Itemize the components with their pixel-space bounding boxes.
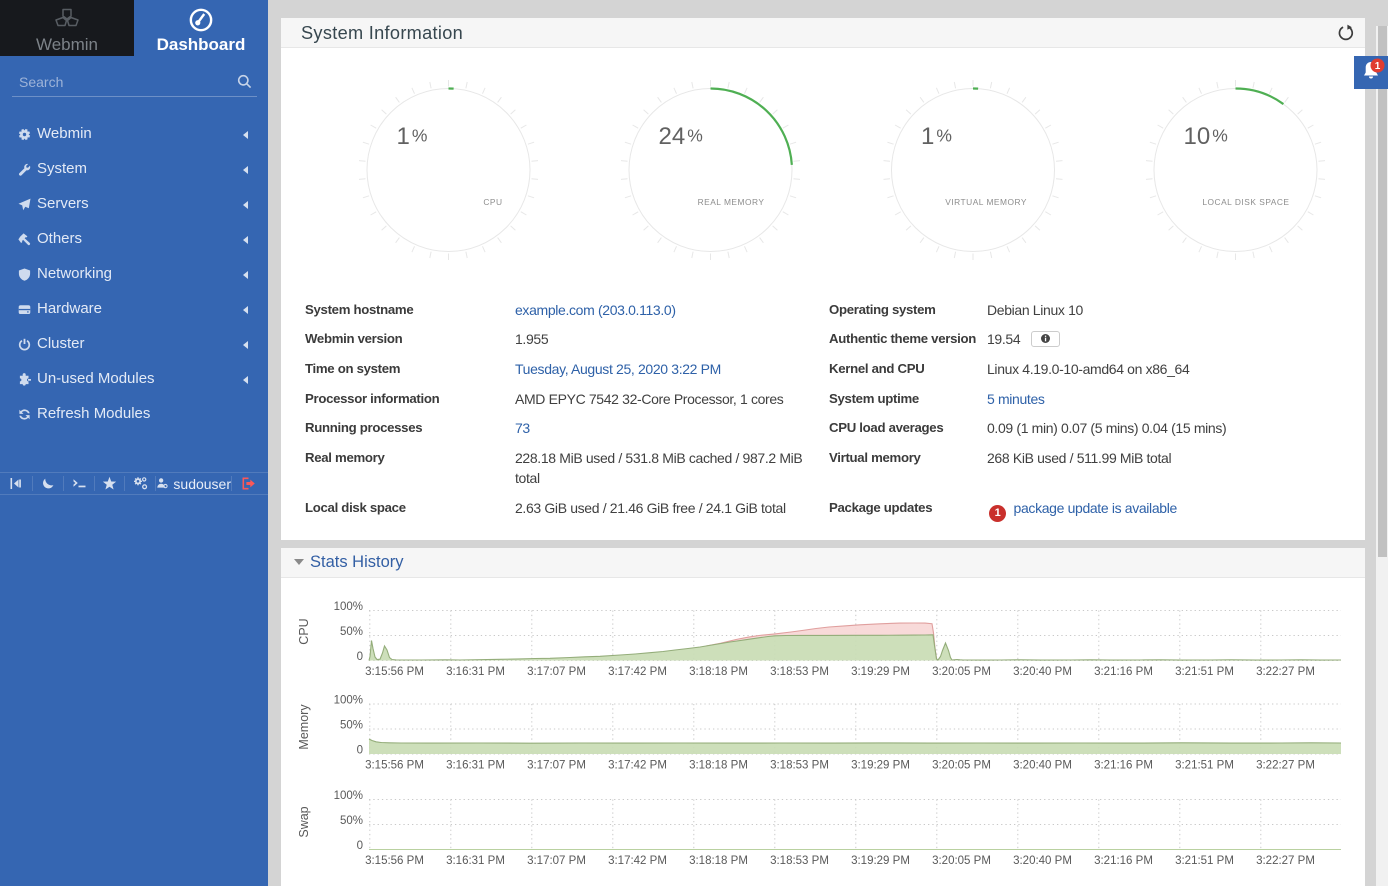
svg-text:0: 0 bbox=[357, 745, 363, 757]
svg-text:3:19:29 PM: 3:19:29 PM bbox=[851, 760, 910, 772]
svg-text:REAL MEMORY: REAL MEMORY bbox=[698, 197, 765, 207]
svg-text:3:21:16 PM: 3:21:16 PM bbox=[1094, 760, 1153, 772]
svg-text:VIRTUAL MEMORY: VIRTUAL MEMORY bbox=[945, 197, 1027, 207]
svg-text:3:21:16 PM: 3:21:16 PM bbox=[1094, 855, 1153, 867]
svg-text:3:22:27 PM: 3:22:27 PM bbox=[1256, 760, 1315, 772]
svg-text:Memory: Memory bbox=[297, 704, 311, 750]
svg-text:3:18:18 PM: 3:18:18 PM bbox=[689, 855, 748, 867]
svg-text:3:20:40 PM: 3:20:40 PM bbox=[1013, 760, 1072, 772]
svg-text:LOCAL DISK SPACE: LOCAL DISK SPACE bbox=[1202, 197, 1289, 207]
svg-text:3:21:51 PM: 3:21:51 PM bbox=[1175, 855, 1234, 867]
svg-text:50%: 50% bbox=[340, 720, 363, 732]
svg-text:Swap: Swap bbox=[297, 806, 311, 837]
svg-text:3:22:27 PM: 3:22:27 PM bbox=[1256, 855, 1315, 867]
svg-text:3:17:42 PM: 3:17:42 PM bbox=[608, 760, 667, 772]
svg-text:1: 1 bbox=[1375, 61, 1381, 72]
svg-text:3:16:31 PM: 3:16:31 PM bbox=[446, 760, 505, 772]
svg-text:3:20:05 PM: 3:20:05 PM bbox=[932, 760, 991, 772]
svg-text:100%: 100% bbox=[334, 601, 363, 613]
svg-text:3:17:07 PM: 3:17:07 PM bbox=[527, 666, 586, 678]
svg-text:3:18:53 PM: 3:18:53 PM bbox=[770, 855, 829, 867]
svg-text:0: 0 bbox=[357, 651, 363, 663]
svg-text:50%: 50% bbox=[340, 815, 363, 827]
svg-text:3:20:40 PM: 3:20:40 PM bbox=[1013, 855, 1072, 867]
svg-text:3:17:07 PM: 3:17:07 PM bbox=[527, 855, 586, 867]
svg-text:3:21:51 PM: 3:21:51 PM bbox=[1175, 760, 1234, 772]
svg-text:3:21:16 PM: 3:21:16 PM bbox=[1094, 666, 1153, 678]
svg-text:3:15:56 PM: 3:15:56 PM bbox=[365, 666, 424, 678]
svg-text:3:16:31 PM: 3:16:31 PM bbox=[446, 666, 505, 678]
svg-text:3:18:18 PM: 3:18:18 PM bbox=[689, 666, 748, 678]
svg-text:3:20:05 PM: 3:20:05 PM bbox=[932, 666, 991, 678]
svg-text:3:15:56 PM: 3:15:56 PM bbox=[365, 760, 424, 772]
svg-text:0: 0 bbox=[357, 840, 363, 852]
svg-text:3:19:29 PM: 3:19:29 PM bbox=[851, 855, 910, 867]
svg-text:3:19:29 PM: 3:19:29 PM bbox=[851, 666, 910, 678]
svg-text:CPU: CPU bbox=[483, 197, 502, 207]
svg-text:3:17:07 PM: 3:17:07 PM bbox=[527, 760, 586, 772]
svg-text:CPU: CPU bbox=[297, 618, 311, 644]
svg-text:3:20:05 PM: 3:20:05 PM bbox=[932, 855, 991, 867]
svg-text:100%: 100% bbox=[334, 695, 363, 707]
svg-text:3:16:31 PM: 3:16:31 PM bbox=[446, 855, 505, 867]
svg-text:3:17:42 PM: 3:17:42 PM bbox=[608, 666, 667, 678]
svg-text:3:21:51 PM: 3:21:51 PM bbox=[1175, 666, 1234, 678]
svg-text:50%: 50% bbox=[340, 626, 363, 638]
svg-text:3:18:18 PM: 3:18:18 PM bbox=[689, 760, 748, 772]
svg-text:3:22:27 PM: 3:22:27 PM bbox=[1256, 666, 1315, 678]
svg-text:3:18:53 PM: 3:18:53 PM bbox=[770, 760, 829, 772]
svg-text:3:20:40 PM: 3:20:40 PM bbox=[1013, 666, 1072, 678]
svg-text:100%: 100% bbox=[334, 790, 363, 802]
svg-text:3:17:42 PM: 3:17:42 PM bbox=[608, 855, 667, 867]
svg-text:3:15:56 PM: 3:15:56 PM bbox=[365, 855, 424, 867]
svg-text:3:18:53 PM: 3:18:53 PM bbox=[770, 666, 829, 678]
